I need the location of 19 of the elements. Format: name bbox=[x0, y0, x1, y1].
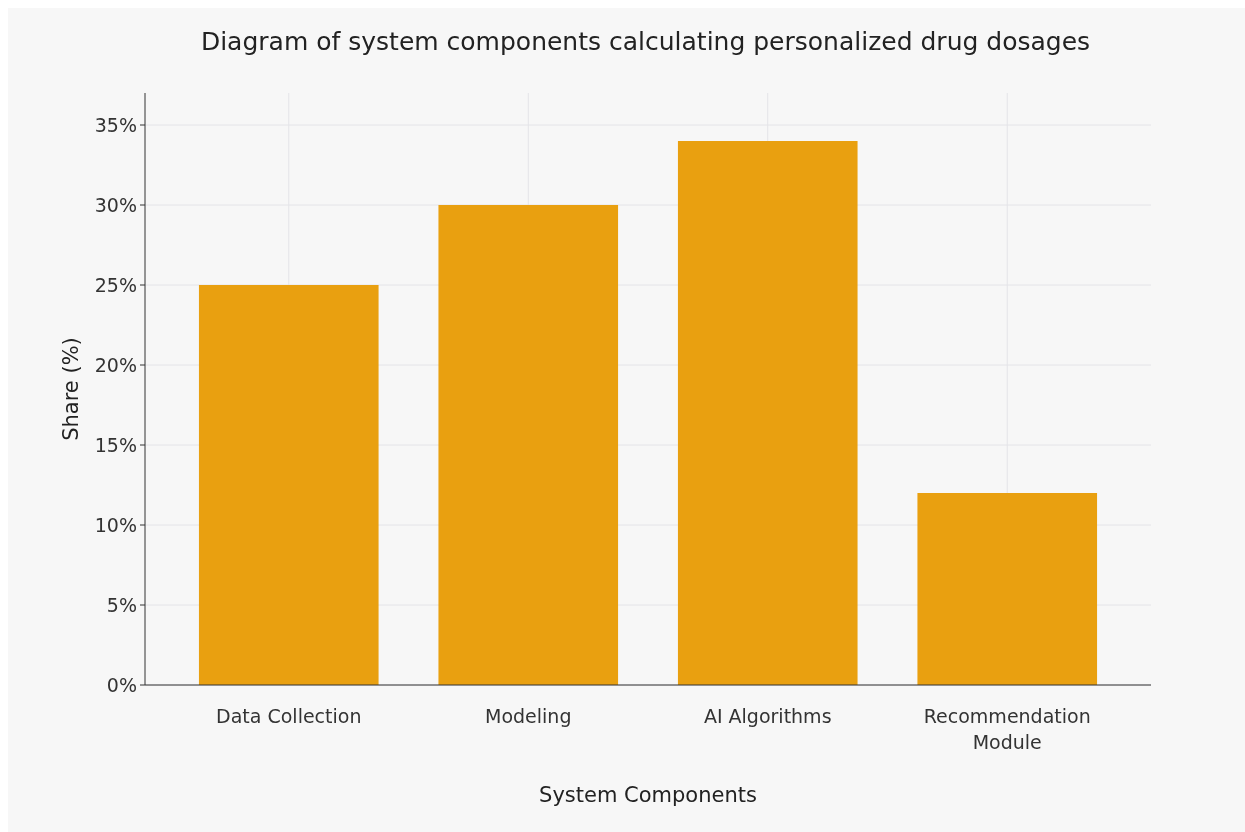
y-tick-label: 0% bbox=[106, 673, 137, 696]
bar bbox=[438, 205, 619, 685]
chart-title: Diagram of system components calculating personalized drug dosages bbox=[200, 27, 1091, 56]
y-tick-label: 20% bbox=[94, 353, 137, 376]
bar bbox=[917, 493, 1098, 685]
bar bbox=[677, 141, 858, 685]
x-tick-label: Modeling bbox=[485, 705, 572, 727]
y-tick-label: 5% bbox=[106, 593, 137, 616]
y-tick-label: 35% bbox=[94, 113, 137, 136]
x-tick-label: Recommendation Module bbox=[923, 705, 1091, 753]
bar bbox=[198, 285, 379, 685]
y-axis-title: Share (%) bbox=[59, 337, 83, 441]
x-tick-label: Data Collection bbox=[216, 705, 362, 727]
y-tick-label: 15% bbox=[94, 433, 137, 456]
x-axis-title: System Components bbox=[539, 783, 757, 807]
y-tick-label: 10% bbox=[94, 513, 137, 536]
y-tick-label: 25% bbox=[94, 273, 137, 296]
y-tick-label: 30% bbox=[94, 193, 137, 216]
x-tick-label: AI Algorithms bbox=[703, 705, 832, 727]
